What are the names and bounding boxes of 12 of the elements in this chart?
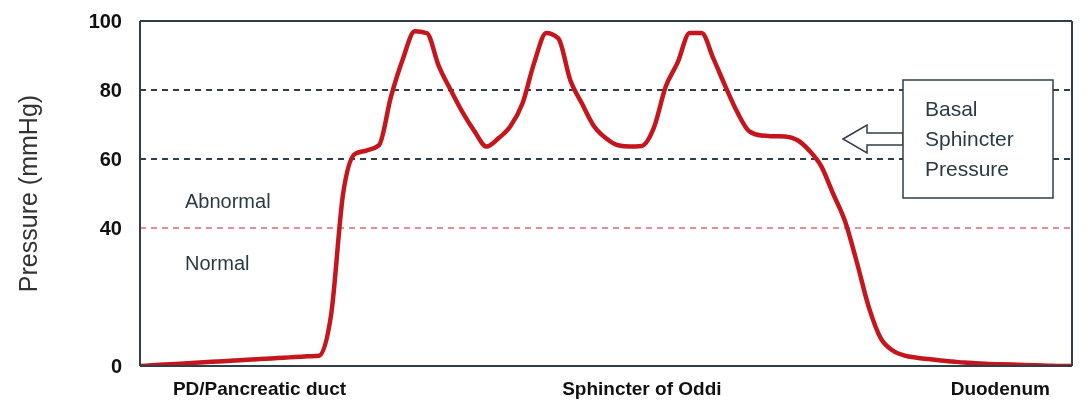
x-tick-label: Duodenum [950, 378, 1050, 400]
y-tick-label: 0 [110, 355, 122, 378]
annotation: Normal [185, 252, 250, 274]
y-tick-label: 100 [88, 10, 122, 33]
annotation: Basal Sphincter Pressure [925, 97, 1014, 180]
y-tick-label: 80 [99, 79, 122, 102]
y-tick-label: 60 [99, 148, 122, 171]
x-tick-label: PD/Pancreatic duct [172, 378, 347, 400]
y-tick-label: 40 [99, 217, 122, 240]
y-axis-title: Pressure (mmHg) [13, 94, 42, 293]
annotation: Abnormal [185, 190, 271, 212]
x-tick-label: Sphincter of Oddi [562, 378, 722, 400]
